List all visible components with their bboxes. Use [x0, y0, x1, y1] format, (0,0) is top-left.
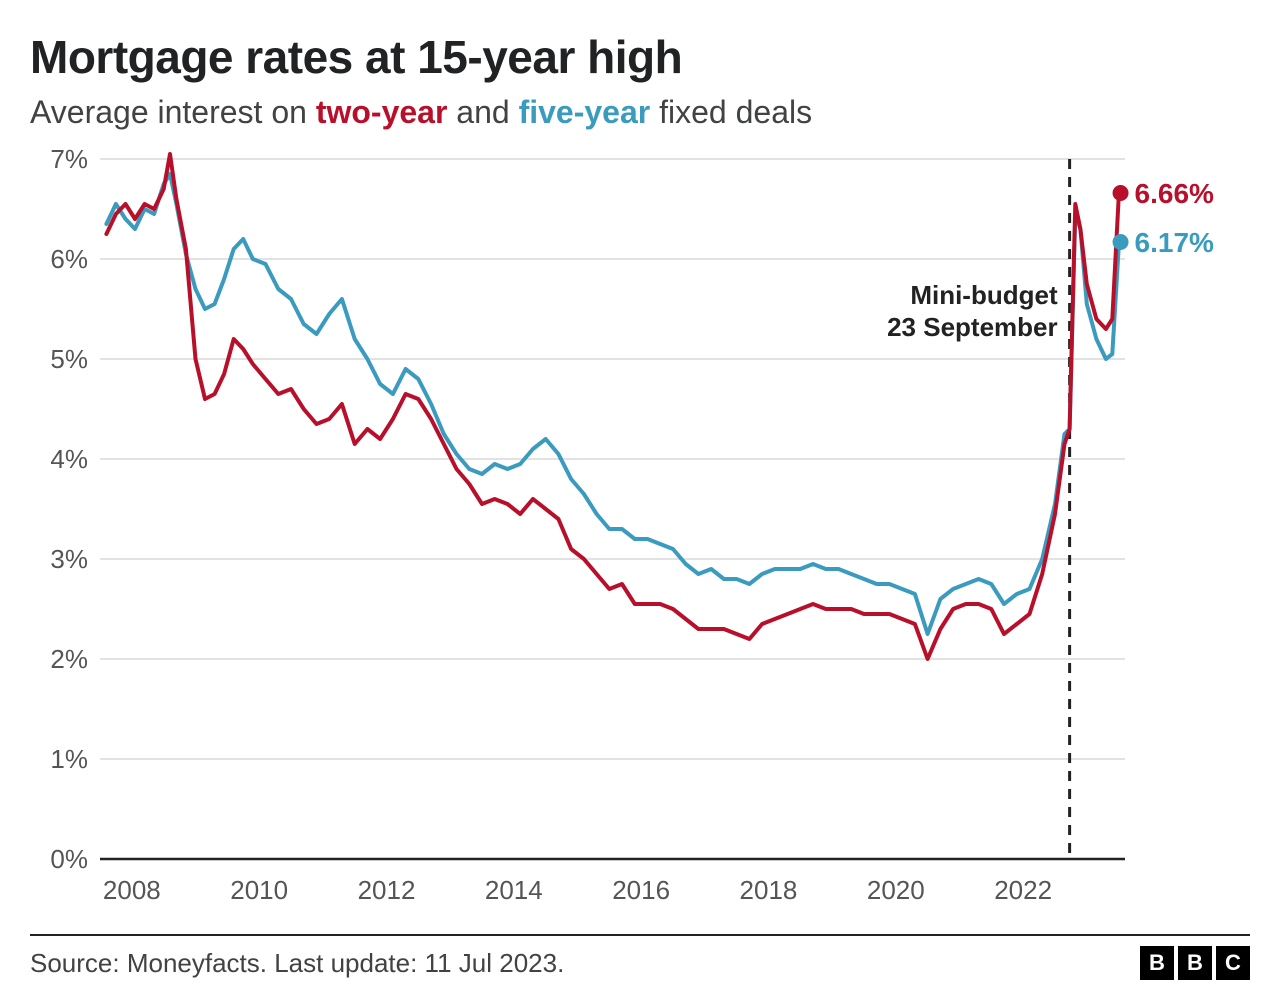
- x-axis-tick-label: 2008: [103, 875, 161, 905]
- annotation-label-1: Mini-budget: [910, 280, 1058, 310]
- logo-block-b2: B: [1178, 946, 1212, 980]
- x-axis-tick-label: 2022: [994, 875, 1052, 905]
- y-axis-tick-label: 3%: [50, 544, 88, 574]
- chart-plot-area: 0% 1% 2% 3% 4% 5% 6% 7% 2008 2010 2012 2014 2016 2018…: [30, 139, 1250, 924]
- end-label-five-year: 6.17%: [1135, 227, 1214, 258]
- bbc-logo: B B C: [1140, 946, 1250, 980]
- end-label-two-year: 6.66%: [1135, 178, 1214, 209]
- logo-block-b1: B: [1140, 946, 1174, 980]
- y-axis-tick-label: 2%: [50, 644, 88, 674]
- chart-title: Mortgage rates at 15-year high: [30, 30, 1250, 84]
- end-marker-two-year: [1113, 185, 1129, 201]
- x-axis-tick-label: 2018: [740, 875, 798, 905]
- legend-series1: two-year: [316, 94, 448, 130]
- x-axis-tick-label: 2016: [612, 875, 670, 905]
- y-axis-tick-label: 0%: [50, 844, 88, 874]
- y-axis-tick-label: 6%: [50, 244, 88, 274]
- logo-block-c: C: [1216, 946, 1250, 980]
- source-text: Source: Moneyfacts. Last update: 11 Jul …: [30, 948, 564, 979]
- chart-subtitle: Average interest on two-year and five-ye…: [30, 94, 1250, 131]
- chart-footer: Source: Moneyfacts. Last update: 11 Jul …: [30, 934, 1250, 980]
- y-axis-tick-label: 1%: [50, 744, 88, 774]
- x-axis-tick-label: 2010: [230, 875, 288, 905]
- y-axis-tick-label: 7%: [50, 144, 88, 174]
- chart-svg: 0% 1% 2% 3% 4% 5% 6% 7% 2008 2010 2012 2014 2016 2018…: [30, 139, 1250, 919]
- y-axis-tick-label: 5%: [50, 344, 88, 374]
- x-axis-tick-label: 2012: [358, 875, 416, 905]
- y-axis-tick-label: 4%: [50, 444, 88, 474]
- annotation-label-2: 23 September: [887, 312, 1058, 342]
- subtitle-prefix: Average interest on: [30, 94, 316, 130]
- subtitle-mid: and: [447, 94, 518, 130]
- x-axis-tick-label: 2020: [867, 875, 925, 905]
- subtitle-suffix: fixed deals: [650, 94, 812, 130]
- line-five-year: [106, 174, 1120, 634]
- x-axis-tick-label: 2014: [485, 875, 543, 905]
- legend-series2: five-year: [519, 94, 651, 130]
- end-marker-five-year: [1113, 234, 1129, 250]
